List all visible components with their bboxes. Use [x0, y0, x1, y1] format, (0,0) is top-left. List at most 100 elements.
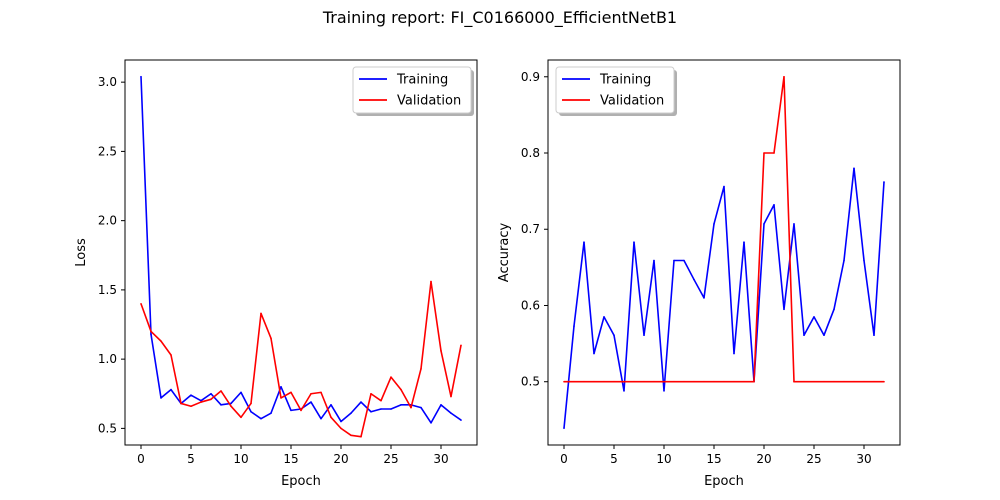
data-point-validation: [883, 380, 885, 383]
data-point-validation: [290, 391, 292, 394]
data-point-validation: [743, 380, 745, 383]
data-point-validation: [400, 388, 402, 391]
y-tick-label: 0.8: [521, 146, 540, 160]
data-point-validation: [270, 337, 272, 340]
data-point-validation: [250, 402, 252, 405]
data-point-validation: [310, 392, 312, 395]
data-point-validation: [280, 397, 282, 399]
x-tick-label: 5: [610, 452, 618, 466]
data-point-training: [360, 401, 362, 403]
y-tick-label: 2.5: [98, 144, 117, 158]
x-tick-label: 30: [433, 452, 448, 466]
y-axis-label: Accuracy: [497, 223, 512, 283]
data-point-training: [803, 334, 805, 337]
data-point-validation: [150, 330, 152, 333]
legend-label-training: Training: [599, 73, 651, 88]
data-point-training: [280, 386, 282, 388]
data-point-training: [380, 408, 382, 410]
data-point-training: [703, 297, 705, 299]
data-point-training: [873, 334, 875, 337]
data-point-validation: [633, 380, 635, 383]
data-point-training: [160, 397, 162, 399]
data-point-validation: [783, 75, 785, 78]
data-point-training: [633, 241, 635, 244]
data-point-validation: [653, 380, 655, 383]
data-point-validation: [663, 380, 665, 383]
x-axis-label: Epoch: [281, 474, 321, 489]
data-point-training: [200, 399, 202, 402]
data-point-validation: [853, 380, 855, 383]
x-tick-label: 30: [856, 452, 871, 466]
data-point-validation: [773, 152, 775, 154]
data-point-validation: [420, 368, 422, 370]
data-point-validation: [440, 350, 442, 352]
data-point-training: [773, 204, 775, 206]
legend-label-training: Training: [396, 73, 448, 88]
data-point-training: [250, 410, 252, 413]
data-point-validation: [823, 380, 825, 383]
data-point-training: [190, 394, 192, 396]
data-point-validation: [863, 380, 865, 383]
data-point-validation: [340, 427, 342, 430]
data-point-training: [793, 223, 795, 225]
x-tick-label: 0: [137, 452, 145, 466]
data-point-training: [843, 259, 845, 262]
data-point-training: [260, 417, 262, 420]
data-point-validation: [350, 434, 352, 437]
data-point-training: [330, 404, 332, 406]
data-point-training: [663, 390, 665, 392]
x-axis-label: Epoch: [704, 474, 744, 489]
x-tick-label: 15: [283, 452, 298, 466]
data-point-training: [583, 241, 585, 244]
data-point-training: [693, 278, 695, 281]
data-point-validation: [803, 380, 805, 383]
x-tick-label: 20: [333, 452, 348, 466]
data-point-validation: [210, 398, 212, 401]
data-point-training: [783, 308, 785, 311]
data-point-training: [400, 404, 402, 406]
x-tick-label: 20: [756, 452, 771, 466]
data-point-validation: [450, 395, 452, 398]
data-point-validation: [613, 380, 615, 383]
data-point-training: [733, 352, 735, 355]
data-point-validation: [260, 312, 262, 315]
data-point-validation: [180, 402, 182, 405]
data-point-validation: [793, 380, 795, 383]
data-point-training: [763, 223, 765, 225]
data-point-validation: [673, 380, 675, 383]
data-point-validation: [230, 405, 232, 408]
data-point-training: [440, 404, 442, 406]
data-point-training: [460, 419, 462, 421]
data-point-validation: [733, 380, 735, 383]
data-point-training: [290, 409, 292, 412]
data-point-training: [743, 241, 745, 244]
data-point-validation: [873, 380, 875, 383]
data-point-validation: [583, 380, 585, 383]
data-point-training: [833, 308, 835, 311]
data-point-training: [350, 412, 352, 414]
data-point-training: [220, 404, 222, 406]
data-point-validation: [390, 376, 392, 378]
data-point-validation: [753, 380, 755, 383]
y-tick-label: 1.0: [98, 352, 117, 366]
data-point-training: [270, 412, 272, 414]
data-point-training: [623, 390, 625, 392]
data-point-training: [593, 352, 595, 355]
data-point-validation: [300, 409, 302, 412]
plot-frame: [547, 59, 901, 446]
data-point-validation: [603, 380, 605, 383]
data-point-validation: [160, 340, 162, 342]
data-point-training: [140, 75, 142, 78]
x-tick-label: 0: [560, 452, 568, 466]
y-tick-label: 0.6: [521, 298, 540, 312]
data-point-validation: [723, 380, 725, 383]
data-point-validation: [410, 406, 412, 409]
loss-chart: 0 5 10 15 20 25 30 0.5 1.0 1.5 2.0 2.5 3.0 Epoch Loss T…: [74, 59, 478, 489]
y-tick-label: 0.7: [521, 222, 540, 236]
data-point-training: [370, 410, 372, 413]
data-point-validation: [320, 391, 322, 394]
y-tick-label: 0.5: [521, 375, 540, 389]
accuracy-chart: 0 5 10 15 20 25 30 0.5 0.6 0.7 0.8 0.9 Epoch Accuracy…: [497, 59, 901, 489]
data-point-validation: [833, 380, 835, 383]
